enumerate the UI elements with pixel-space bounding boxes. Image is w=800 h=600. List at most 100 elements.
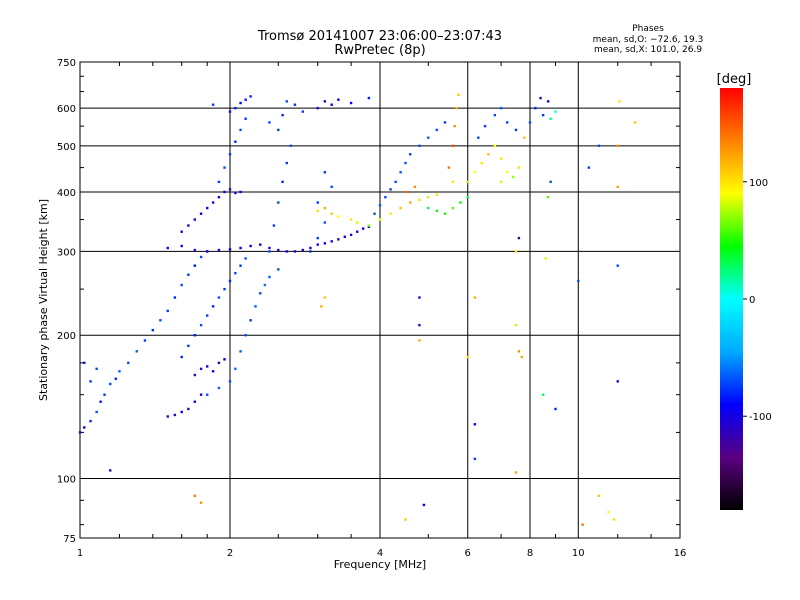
- y-tick-label: 600: [57, 104, 76, 115]
- data-point: [541, 393, 545, 396]
- data-point: [109, 469, 112, 472]
- data-point: [217, 361, 221, 365]
- data-point: [199, 367, 203, 371]
- data-point: [205, 314, 209, 317]
- x-tick-label: 8: [527, 548, 533, 559]
- data-point: [277, 201, 280, 204]
- data-point: [281, 180, 284, 184]
- data-point: [217, 195, 221, 199]
- data-point: [394, 180, 397, 184]
- y-tick-label: 75: [63, 534, 76, 545]
- data-point: [607, 510, 610, 514]
- data-point: [473, 457, 477, 461]
- data-point: [217, 296, 221, 299]
- data-point: [103, 393, 106, 396]
- data-point: [127, 361, 130, 365]
- data-point: [272, 224, 276, 227]
- data-point: [517, 166, 521, 169]
- data-point: [320, 305, 323, 308]
- data-point: [223, 287, 226, 291]
- data-point: [217, 248, 221, 252]
- data-point: [330, 212, 333, 215]
- data-point: [435, 193, 438, 196]
- data-point: [323, 221, 327, 224]
- data-point: [301, 110, 305, 113]
- data-point: [193, 218, 197, 221]
- data-point: [514, 471, 518, 474]
- data-point: [499, 157, 503, 160]
- data-point: [528, 121, 532, 124]
- data-point: [289, 144, 293, 148]
- colorbar-tick-label: 0: [749, 295, 755, 306]
- data-point: [268, 250, 271, 253]
- data-point: [473, 423, 477, 426]
- data-point: [281, 113, 284, 117]
- data-point: [404, 190, 407, 194]
- data-point: [223, 358, 226, 361]
- data-point: [612, 518, 616, 521]
- chart-title-line2: RwPretec (8p): [334, 43, 425, 58]
- data-point: [549, 117, 552, 120]
- data-point: [211, 370, 215, 373]
- data-point: [249, 95, 252, 98]
- data-point: [323, 206, 327, 210]
- data-point: [187, 407, 190, 411]
- data-point: [268, 246, 271, 250]
- chart-title-line1: Tromsø 20141007 23:06:00–23:07:43: [257, 29, 502, 44]
- data-point: [418, 144, 421, 148]
- data-point: [330, 185, 333, 189]
- data-point: [520, 355, 523, 359]
- data-point: [493, 144, 497, 148]
- data-point: [581, 523, 584, 526]
- data-point: [337, 238, 340, 241]
- data-point: [254, 305, 257, 308]
- data-point: [418, 198, 421, 202]
- data-point: [511, 175, 515, 179]
- data-point: [404, 518, 407, 521]
- data-point: [361, 227, 365, 230]
- y-tick-label: 200: [57, 331, 76, 342]
- data-point: [309, 250, 312, 253]
- data-point: [309, 246, 312, 250]
- data-point: [427, 206, 430, 210]
- data-point: [187, 273, 190, 276]
- data-point: [239, 128, 242, 132]
- data-point: [404, 161, 407, 165]
- data-point: [616, 264, 619, 267]
- data-point: [473, 296, 477, 299]
- data-point: [409, 153, 412, 156]
- data-point: [99, 400, 102, 403]
- data-point: [539, 96, 542, 100]
- data-point: [427, 136, 430, 139]
- data-point: [355, 230, 359, 233]
- data-point: [268, 121, 271, 124]
- data-point: [268, 275, 271, 279]
- data-point: [228, 248, 232, 251]
- data-point: [451, 180, 455, 184]
- data-point: [187, 224, 190, 227]
- data-point: [114, 377, 118, 380]
- data-point: [457, 93, 460, 96]
- data-point: [544, 257, 547, 260]
- y-tick-labels: 75 100 200 300 400 500 600 750: [57, 58, 76, 545]
- x-tick-label: 16: [674, 548, 687, 559]
- data-point: [523, 136, 526, 139]
- data-point: [330, 240, 333, 243]
- x-tick-label: 6: [465, 548, 471, 559]
- data-point: [466, 195, 469, 199]
- data-point: [618, 100, 621, 103]
- data-point: [483, 124, 487, 128]
- data-point: [293, 250, 297, 253]
- data-point: [244, 98, 247, 101]
- data-point: [389, 188, 392, 191]
- data-point: [443, 212, 447, 215]
- data-point: [323, 242, 327, 245]
- data-point: [367, 224, 371, 227]
- x-tick-label: 1: [77, 548, 83, 559]
- x-tick-labels: 1 2 4 6 8 10 16: [77, 548, 687, 559]
- data-point: [399, 171, 402, 174]
- data-point: [205, 250, 209, 253]
- y-tick-label: 300: [57, 247, 76, 258]
- data-point: [480, 161, 483, 165]
- data-point: [378, 204, 382, 207]
